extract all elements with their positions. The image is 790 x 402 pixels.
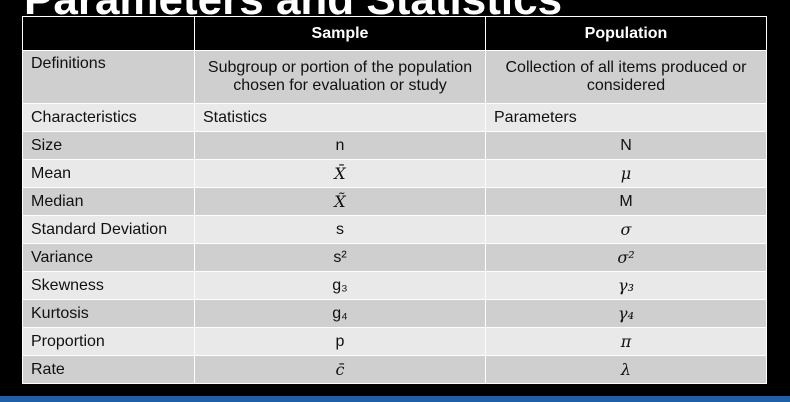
population-cell: M (485, 187, 767, 216)
population-cell: γ₃ (485, 271, 767, 300)
table-row-rate: Rate c̄ λ (22, 355, 767, 384)
population-cell: μ (485, 159, 767, 188)
row-label: Size (22, 131, 195, 160)
comparison-table: Sample Population Definitions Subgroup o… (22, 16, 767, 384)
row-label: Skewness (22, 271, 195, 300)
sample-cell: c̄ (194, 355, 486, 384)
sample-cell: s (194, 215, 486, 244)
table-row-variance: Variance s² σ² (22, 243, 767, 272)
header-blank-cell (22, 16, 195, 51)
sample-cell: X̄ (194, 159, 486, 188)
sample-cell: X̃ (194, 187, 486, 216)
bottom-accent-bar (0, 396, 790, 402)
table-row-mean: Mean X̄ μ (22, 159, 767, 188)
header-sample: Sample (194, 16, 486, 51)
population-cell: π (485, 327, 767, 356)
table-header-row: Sample Population (22, 16, 767, 51)
table-row-kurtosis: Kurtosis g₄ γ₄ (22, 299, 767, 328)
population-cell: N (485, 131, 767, 160)
sample-cell: p (194, 327, 486, 356)
row-label: Characteristics (22, 103, 195, 132)
sample-cell: g₃ (194, 271, 486, 300)
sample-cell: g₄ (194, 299, 486, 328)
row-label: Standard Deviation (22, 215, 195, 244)
population-cell: λ (485, 355, 767, 384)
header-population: Population (485, 16, 767, 51)
row-label: Proportion (22, 327, 195, 356)
row-label: Kurtosis (22, 299, 195, 328)
row-label: Rate (22, 355, 195, 384)
comparison-table-container: Sample Population Definitions Subgroup o… (22, 16, 767, 384)
row-label: Variance (22, 243, 195, 272)
row-label: Median (22, 187, 195, 216)
population-cell: Collection of all items produced or cons… (485, 50, 767, 104)
sample-cell: Statistics (194, 103, 486, 132)
sample-cell: n (194, 131, 486, 160)
population-cell: γ₄ (485, 299, 767, 328)
table-row-size: Size n N (22, 131, 767, 160)
table-row-characteristics: Characteristics Statistics Parameters (22, 103, 767, 132)
table-row-median: Median X̃ M (22, 187, 767, 216)
table-row-definitions: Definitions Subgroup or portion of the p… (22, 50, 767, 104)
table-row-proportion: Proportion p π (22, 327, 767, 356)
table-row-standard-deviation: Standard Deviation s σ (22, 215, 767, 244)
sample-cell: s² (194, 243, 486, 272)
population-cell: σ² (485, 243, 767, 272)
table-row-skewness: Skewness g₃ γ₃ (22, 271, 767, 300)
row-label: Mean (22, 159, 195, 188)
sample-cell: Subgroup or portion of the population ch… (194, 50, 486, 104)
population-cell: Parameters (485, 103, 767, 132)
row-label: Definitions (22, 50, 195, 104)
population-cell: σ (485, 215, 767, 244)
